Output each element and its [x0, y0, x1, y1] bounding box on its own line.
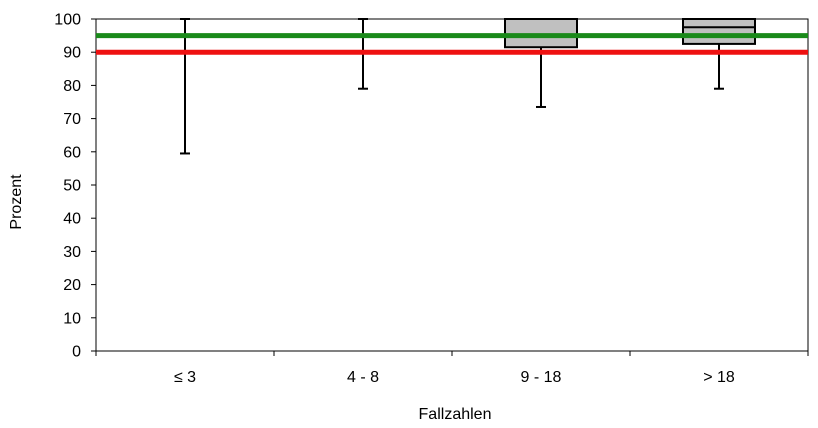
y-tick-label: 20: [63, 277, 81, 294]
x-tick-label: ≤ 3: [174, 369, 196, 386]
x-axis-title: Fallzahlen: [419, 406, 492, 423]
y-tick-label: 60: [63, 144, 81, 161]
box: [682, 18, 756, 45]
plot-frame: [95, 18, 809, 352]
y-tick-label: 80: [63, 78, 81, 95]
y-tick-label: 50: [63, 178, 81, 195]
x-tick-label: 9 - 18: [521, 369, 562, 386]
y-tick-label: 90: [63, 45, 81, 62]
y-tick-label: 0: [72, 344, 81, 361]
x-tick-label: 4 - 8: [347, 369, 379, 386]
y-tick-label: 70: [63, 111, 81, 128]
y-tick-label: 10: [63, 310, 81, 327]
x-tick-label: > 18: [703, 369, 735, 386]
y-tick-label: 100: [54, 12, 81, 29]
y-tick-label: 40: [63, 211, 81, 228]
plot-area: 0 10 20 30 40 50 60 70 80 90 100 ≤ 3 4 - 8 9 - 18 > 18: [54, 12, 809, 386]
y-tick-label: 30: [63, 244, 81, 261]
y-axis-title: Prozent: [8, 174, 25, 230]
